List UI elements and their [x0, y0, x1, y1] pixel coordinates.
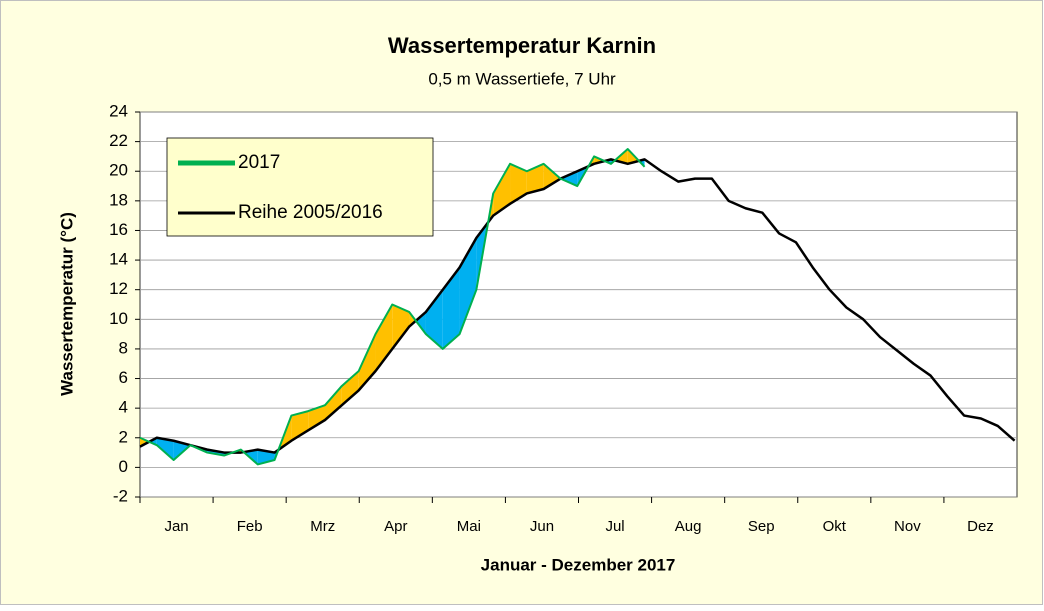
difference-fill — [415, 311, 426, 335]
x-tick-label: Sep — [748, 518, 775, 535]
difference-fill — [425, 289, 443, 349]
y-tick-label: 10 — [109, 309, 128, 328]
x-tick-label: Okt — [823, 518, 847, 535]
x-tick-label: Dez — [967, 518, 994, 535]
chart-title: Wassertemperatur Karnin — [388, 33, 656, 58]
x-tick-label: Aug — [675, 518, 702, 535]
x-tick-label: Mai — [457, 518, 481, 535]
x-tick-label: Nov — [894, 518, 921, 535]
y-tick-label: 20 — [109, 161, 128, 180]
y-tick-label: 24 — [109, 101, 128, 120]
difference-fill — [375, 304, 393, 372]
difference-fill — [543, 163, 561, 189]
difference-fill — [526, 163, 544, 194]
y-axis-label: Wassertemperatur (°C) — [57, 212, 76, 396]
difference-fill — [493, 163, 511, 216]
y-tick-label: 2 — [119, 427, 128, 446]
y-tick-label: -2 — [113, 486, 128, 505]
y-tick-label: 0 — [119, 457, 128, 476]
x-tick-label: Mrz — [310, 518, 335, 535]
y-tick-label: 4 — [119, 398, 128, 417]
legend-label: 2017 — [238, 152, 280, 173]
y-tick-label: 18 — [109, 190, 128, 209]
lines — [139, 148, 1016, 466]
difference-fill — [291, 411, 309, 441]
legend: 2017 Reihe 2005/2016 — [166, 137, 434, 237]
legend-box — [166, 137, 434, 237]
x-tick-label: Jul — [605, 518, 624, 535]
x-tick-label: Apr — [384, 518, 407, 535]
difference-fill — [560, 171, 578, 187]
x-tick-label: Feb — [237, 518, 263, 535]
y-tick-label: 22 — [109, 131, 128, 150]
y-tick-label: 8 — [119, 338, 128, 357]
difference-fill — [308, 405, 326, 431]
x-axis-label: Januar - Dezember 2017 — [481, 555, 676, 574]
difference-fill — [442, 267, 460, 349]
difference-fill — [325, 385, 342, 420]
difference-fill — [392, 304, 410, 349]
series-line — [139, 148, 646, 466]
y-tick-label: 16 — [109, 220, 128, 239]
y-tick-label: 14 — [109, 250, 128, 269]
x-tick-label: Jun — [530, 518, 554, 535]
difference-fill — [358, 334, 376, 391]
series-line — [139, 158, 1016, 454]
difference-fill — [156, 437, 174, 460]
difference-fill — [510, 163, 527, 204]
legend-label: Reihe 2005/2016 — [238, 202, 383, 223]
x-tick-label: Jan — [164, 518, 188, 535]
difference-fill — [341, 371, 359, 406]
y-tick-label: 6 — [119, 368, 128, 387]
chart-subtitle: 0,5 m Wassertiefe, 7 Uhr — [428, 69, 616, 88]
y-tick-label: 12 — [109, 279, 128, 298]
